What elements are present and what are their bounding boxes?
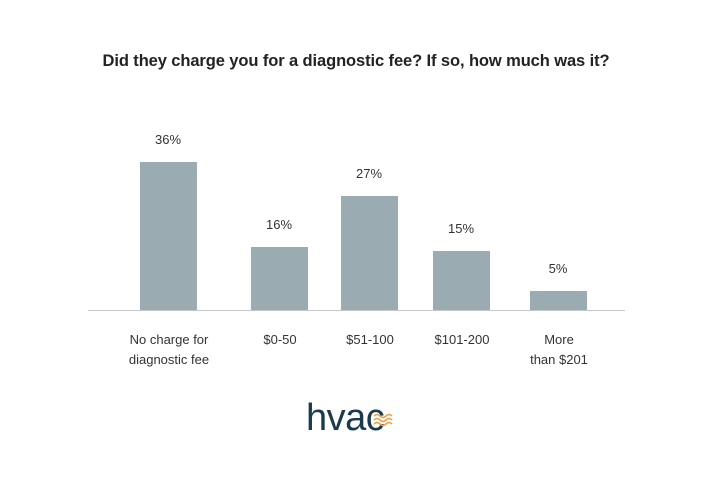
bar-51-100 <box>341 196 398 310</box>
value-label: 16% <box>265 217 293 232</box>
bar-more-than-201 <box>530 291 587 310</box>
bar-no-charge <box>140 162 197 310</box>
chart-title: Did they charge you for a diagnostic fee… <box>102 52 610 70</box>
category-label: $51-100 <box>346 332 394 347</box>
category-label: No charge for diagnostic fee <box>128 332 210 367</box>
hvac-logo: hvac <box>306 398 394 438</box>
bar-101-200 <box>433 251 490 310</box>
value-label: 36% <box>154 132 182 147</box>
wave-icon <box>373 413 393 427</box>
x-axis-line <box>88 310 625 311</box>
logo-text: hvac <box>306 397 385 439</box>
category-label: $0-50 <box>263 332 297 347</box>
category-label: $101-200 <box>434 332 490 347</box>
value-label: 15% <box>447 221 475 236</box>
value-label: 27% <box>355 166 383 181</box>
bar-0-50 <box>251 247 308 310</box>
category-label: More than $201 <box>530 332 588 367</box>
value-label: 5% <box>548 261 568 276</box>
